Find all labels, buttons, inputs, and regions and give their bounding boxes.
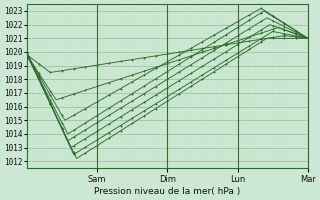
X-axis label: Pression niveau de la mer( hPa ): Pression niveau de la mer( hPa ) [94,187,241,196]
